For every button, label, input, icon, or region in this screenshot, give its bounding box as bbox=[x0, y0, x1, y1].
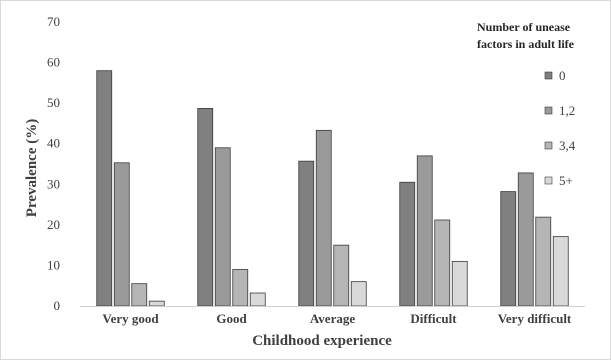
bar-4-3 bbox=[552, 236, 569, 307]
y-axis-title: Prevalence (%) bbox=[24, 119, 40, 217]
bar-3-2 bbox=[434, 219, 451, 307]
x-tick-label: Difficult bbox=[410, 311, 457, 326]
bar-3-0 bbox=[399, 181, 416, 307]
legend-swatch bbox=[544, 71, 553, 80]
bar-0-0 bbox=[96, 70, 113, 307]
y-tick-label: 30 bbox=[47, 176, 60, 191]
bar-4-0 bbox=[500, 191, 517, 307]
y-axis: 0 10 20 30 40 50 60 70 bbox=[47, 14, 60, 313]
x-tick-label: Very difficult bbox=[498, 311, 572, 326]
legend-label: 5+ bbox=[559, 173, 573, 188]
legend-title-line-2: factors in adult life bbox=[477, 37, 575, 51]
y-tick-label: 40 bbox=[47, 136, 60, 151]
legend-swatch bbox=[544, 141, 553, 150]
legend-swatch bbox=[544, 106, 553, 115]
bar-2-2 bbox=[333, 244, 350, 307]
x-tick-label: Very good bbox=[102, 311, 159, 326]
y-tick-label: 60 bbox=[47, 55, 60, 70]
bar-1-1 bbox=[214, 147, 231, 307]
y-tick-label: 10 bbox=[47, 257, 60, 272]
x-tick-label: Average bbox=[310, 311, 355, 326]
x-tick-label: Good bbox=[216, 311, 247, 326]
bar-3-3 bbox=[451, 260, 468, 307]
x-axis-title: Childhood experience bbox=[252, 333, 392, 349]
bar-1-2 bbox=[232, 269, 249, 307]
legend-swatch bbox=[544, 176, 553, 185]
y-tick-label: 20 bbox=[47, 217, 60, 232]
bar-0-3 bbox=[148, 300, 165, 307]
bar-1-3 bbox=[249, 292, 266, 307]
bar-2-0 bbox=[298, 160, 315, 307]
legend-label: 1,2 bbox=[559, 103, 575, 118]
bar-4-2 bbox=[535, 216, 552, 307]
bar-1-0 bbox=[197, 108, 214, 307]
bar-3-1 bbox=[416, 155, 433, 307]
bar-2-1 bbox=[315, 129, 332, 307]
legend-title-line-1: Number of unease bbox=[477, 20, 571, 34]
y-tick-label: 0 bbox=[54, 298, 61, 313]
legend-label: 0 bbox=[559, 68, 566, 83]
bar-2-3 bbox=[350, 281, 367, 307]
bar-0-1 bbox=[113, 162, 130, 307]
legend-label: 3,4 bbox=[559, 138, 576, 153]
x-axis: Very good Good Average Difficult Very diffic… bbox=[80, 306, 585, 326]
bar-0-2 bbox=[131, 283, 148, 307]
y-tick-label: 70 bbox=[47, 14, 60, 29]
bars bbox=[96, 70, 569, 307]
legend: Number of unease factors in adult life 0… bbox=[477, 20, 576, 188]
bar-4-1 bbox=[517, 172, 534, 307]
y-tick-label: 50 bbox=[47, 95, 60, 110]
